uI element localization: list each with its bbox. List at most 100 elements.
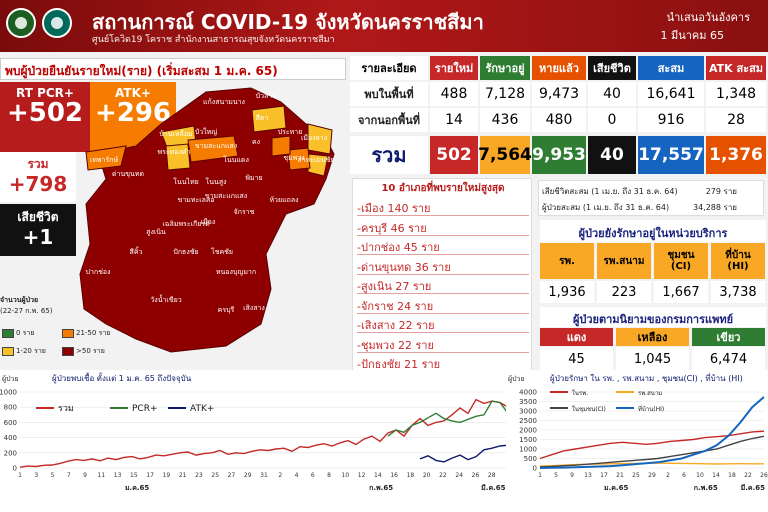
legend-swatch (2, 346, 14, 356)
x-tick-label: 29 (648, 472, 656, 479)
district-yellow-4 (307, 123, 333, 155)
map-district-label: สีดา (256, 114, 269, 122)
legend-label: 0 ราย (16, 329, 35, 337)
table-cell: 436 (480, 108, 530, 132)
table-total-label: รวม (350, 136, 428, 174)
treatment-header-cell: ชุมชน (CI) (654, 243, 708, 279)
legend-label: >50 ราย (76, 347, 105, 355)
table-cell: 28 (706, 108, 766, 132)
legend-item: >50 ราย (62, 346, 105, 357)
treatment-header-cell: ที่บ้าน (HI) (711, 243, 765, 279)
table-header-cell: รักษาอยู่ (480, 56, 530, 80)
severity-header-cell: เหลือง (616, 328, 689, 346)
series-line (539, 430, 765, 460)
month-label: ก.พ.65 (369, 484, 393, 492)
district-orange-2 (187, 135, 239, 163)
severity-header-cell: เขียว (692, 328, 765, 346)
x-tick-label: 18 (407, 472, 415, 479)
legend-swatch (62, 328, 74, 338)
legend-swatch (2, 328, 14, 338)
map-district-label: เทพารักษ์ (90, 156, 119, 164)
x-tick-label: 28 (488, 472, 496, 479)
treatment-header-cell: รพ. (540, 243, 594, 279)
table-cell: 16,641 (638, 82, 704, 106)
x-tick-label: 19 (163, 472, 171, 479)
district-orange-1 (85, 145, 127, 171)
cum-patient-value: 34,288 ราย (692, 203, 737, 212)
total-value: +798 (8, 172, 68, 196)
x-tick-label: 1 (18, 472, 22, 479)
legend-series-name: ที่บ้าน(HI) (638, 405, 664, 413)
map-district-label: วังน้ำเขียว (150, 293, 181, 304)
moph-logo (6, 8, 36, 38)
map-district-label: ครบุรี (218, 306, 235, 314)
month-label: ม.ค.65 (604, 484, 628, 492)
x-tick-label: 23 (195, 472, 203, 479)
legend-label: 21-50 ราย (76, 329, 111, 337)
map-district-label: ห้วยแถลง (269, 196, 298, 204)
report-date: 1 มีนาคม 65 (660, 29, 724, 42)
table-cell: 0 (588, 108, 636, 132)
map-district-label: ขามสะแกแสง (205, 192, 247, 200)
x-tick-label: 9 (570, 472, 574, 479)
legend-series-name: รวม (58, 404, 74, 414)
rt-pcr-box: RT PCR+ +502 (0, 82, 90, 152)
treatment-value-cell: 1,667 (654, 281, 708, 303)
table-total-cell: 17,557 (638, 136, 704, 174)
top10-item: -ครบุรี 46 ราย (357, 219, 529, 236)
death-box: เสียชีวิต +1 (0, 204, 76, 256)
x-tick-label: 7 (67, 472, 71, 479)
table-header-cell: รายละเอียด (350, 56, 428, 80)
x-tick-label: 26 (472, 472, 480, 479)
legend-series-name: ATK+ (190, 404, 214, 414)
series-line (419, 444, 509, 463)
x-tick-label: 20 (423, 472, 431, 479)
month-label: มี.ค.65 (740, 484, 765, 492)
death-label: เสียชีวิต (17, 210, 59, 224)
cum-death-label: เสียชีวิตสะสม (1 เม.ย. ถึง 31 ธ.ค. 64) (542, 187, 678, 196)
y-tick-label: 0 (533, 465, 537, 473)
chart-background (506, 370, 768, 512)
map-district-label: บัวลาย (256, 92, 277, 100)
atk-value: +296 (94, 98, 172, 128)
chart-background (0, 370, 512, 512)
legend-swatch (62, 346, 74, 356)
y-tick-label: 2000 (519, 427, 537, 435)
map-district-label: สีคิ้ว (130, 245, 143, 256)
table-cell: 9,473 (532, 82, 586, 106)
severity-value-cell: 1,045 (616, 347, 689, 371)
map-district-label: หนองบุญมาก (216, 268, 256, 276)
legend-period: (22-27 ก.พ. 65) (0, 307, 53, 315)
page-subtitle: ศูนย์โควิด19 โคราช สำนักงานสาธารณสุขจังห… (92, 35, 335, 45)
x-tick-label: 27 (228, 472, 236, 479)
y-tick-label: 500 (524, 455, 537, 463)
x-tick-label: 10 (342, 472, 350, 479)
cumulative-box: เสียชีวิตสะสม (1 เม.ย. ถึง 31 ธ.ค. 64) 2… (538, 180, 764, 216)
x-tick-label: 13 (114, 472, 122, 479)
top10-title: 10 อำเภอที่พบรายใหม่สูงสุด (381, 183, 505, 194)
y-axis-label: ผู้ป่วย (508, 375, 525, 383)
table-cell: 488 (430, 82, 478, 106)
map-district-label: บ้านเหลื่อม (159, 129, 192, 138)
map-district-label: โนนแดง (223, 155, 249, 164)
table-header-row: รายละเอียด รายใหม่ รักษาอยู่ หายแล้ว เสียชีว… (350, 56, 768, 80)
total-box: รวม +798 (0, 152, 76, 202)
map-district-label: ปักธงชัย (173, 248, 198, 256)
top10-item: -ปากช่อง 45 ราย (357, 238, 529, 255)
x-tick-label: 1 (538, 472, 542, 479)
x-tick-label: 17 (600, 472, 608, 479)
map-district-label: ชุมพวง (283, 154, 304, 162)
x-tick-label: 21 (179, 472, 187, 479)
top10-item: -จักราช 24 ราย (357, 297, 529, 314)
treatment-value-cell: 3,738 (711, 281, 765, 303)
y-tick-label: 600 (4, 419, 17, 427)
legend-item: 1-20 ราย (2, 346, 46, 357)
table-cell: 480 (532, 108, 586, 132)
map-district-label: ปากช่อง (86, 268, 111, 276)
map-district-label: สูงเนิน (146, 228, 166, 236)
x-tick-label: 4 (295, 472, 299, 479)
rt-pcr-label: RT PCR+ (16, 86, 74, 100)
